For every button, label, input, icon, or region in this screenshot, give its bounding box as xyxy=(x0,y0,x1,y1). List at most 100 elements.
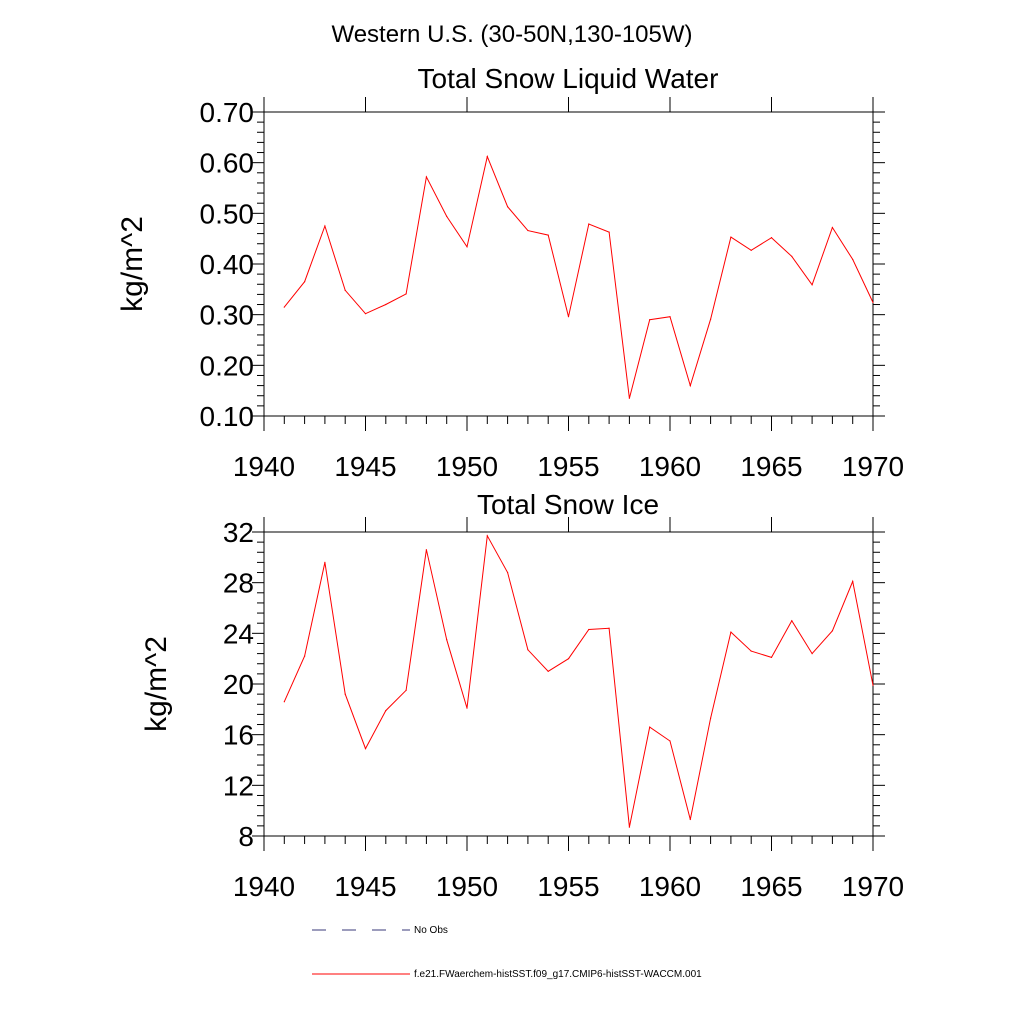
data-point xyxy=(405,293,407,295)
data-point xyxy=(425,176,427,178)
data-point xyxy=(831,630,834,632)
data-point xyxy=(831,226,834,229)
data-point xyxy=(466,246,468,248)
data-point xyxy=(547,670,549,672)
data-point xyxy=(425,549,427,551)
y-axis-label: kg/m^2 xyxy=(140,636,173,732)
data-point xyxy=(486,155,488,158)
x-tick-label: 1965 xyxy=(740,451,802,482)
panel-snow-ice: Total Snow Ice kg/m^2 1940 1945 1950 1955 19… xyxy=(140,489,904,902)
data-point xyxy=(588,223,590,225)
data-point xyxy=(567,658,570,660)
plot-frame xyxy=(263,531,874,837)
data-point xyxy=(710,717,712,719)
data-point xyxy=(527,229,529,232)
x-tick-label: 1950 xyxy=(436,451,498,482)
data-point xyxy=(872,301,874,304)
x-tick-label: 1950 xyxy=(436,871,498,902)
data-point xyxy=(507,206,509,208)
data-point xyxy=(770,237,773,239)
data-point xyxy=(852,580,854,583)
legend: No Obs f.e21.FWaerchem-histSST.f09_g17.C… xyxy=(312,925,702,980)
data-point xyxy=(466,707,468,709)
data-point xyxy=(770,656,773,659)
y-tick-label: 0.60 xyxy=(200,148,255,179)
legend-label-model: f.e21.FWaerchem-histSST.f09_g17.CMIP6-hi… xyxy=(414,969,702,980)
data-point xyxy=(730,631,732,633)
data-point xyxy=(567,316,570,318)
data-point xyxy=(588,628,590,631)
data-point xyxy=(486,535,488,537)
data-point xyxy=(710,318,712,320)
y-tick-label: 28 xyxy=(223,568,254,599)
data-point xyxy=(283,306,285,308)
series-line xyxy=(283,534,874,828)
data-point xyxy=(304,655,306,657)
chart-title: Total Snow Liquid Water xyxy=(418,63,719,94)
data-point xyxy=(507,571,509,574)
data-point xyxy=(527,649,529,651)
data-point xyxy=(689,818,691,821)
data-point xyxy=(791,620,793,622)
x-tick-label: 1940 xyxy=(233,451,295,482)
data-point xyxy=(324,561,326,564)
x-tick-label: 1965 xyxy=(740,871,802,902)
x-tick-label: 1970 xyxy=(842,871,904,902)
x-tick-label: 1960 xyxy=(639,871,701,902)
x-tick-label: 1955 xyxy=(537,871,599,902)
y-tick-label: 0.40 xyxy=(200,249,255,280)
data-point xyxy=(730,236,732,238)
y-tick-label: 32 xyxy=(223,517,254,548)
data-point xyxy=(649,319,651,321)
x-tick-label: 1970 xyxy=(842,451,904,482)
data-point xyxy=(750,650,752,652)
x-tick-label: 1945 xyxy=(334,451,396,482)
y-tick-label: 20 xyxy=(223,669,254,700)
data-point xyxy=(344,693,346,695)
series-line xyxy=(283,154,874,399)
data-point xyxy=(385,710,387,712)
data-point xyxy=(669,740,671,742)
y-tick-label: 0.10 xyxy=(200,401,255,432)
y-tick-label: 0.50 xyxy=(200,198,255,229)
data-point xyxy=(608,627,610,629)
data-point xyxy=(304,281,306,283)
y-tick-label: 8 xyxy=(238,821,254,852)
data-point xyxy=(852,258,854,261)
y-tick-label: 0.70 xyxy=(200,97,255,128)
x-tick-label: 1945 xyxy=(334,871,396,902)
data-point xyxy=(791,255,793,257)
data-point xyxy=(405,689,407,691)
x-tick-label: 1940 xyxy=(233,871,295,902)
data-point xyxy=(364,748,367,750)
panel-snow-liquid-water: Total Snow Liquid Water kg/m^2 1940 1945 1… xyxy=(116,63,904,482)
data-point xyxy=(547,234,549,236)
data-point xyxy=(608,231,610,233)
y-axis-label: kg/m^2 xyxy=(116,216,149,312)
data-point xyxy=(385,303,387,306)
data-point xyxy=(283,701,285,703)
data-point xyxy=(324,225,326,227)
y-tick-label: 0.20 xyxy=(200,350,255,381)
data-point xyxy=(628,397,631,399)
data-point xyxy=(628,826,631,828)
chart-title: Total Snow Ice xyxy=(477,489,659,520)
y-tick-label: 0.30 xyxy=(200,300,255,331)
data-point xyxy=(872,684,874,686)
figure-suptitle: Western U.S. (30-50N,130-105W) xyxy=(331,21,692,48)
data-point xyxy=(446,639,448,641)
data-point xyxy=(811,284,813,286)
data-point xyxy=(750,249,752,251)
y-tick-label: 24 xyxy=(223,618,254,649)
data-point xyxy=(669,316,671,318)
data-point xyxy=(344,289,346,291)
plot-frame xyxy=(263,111,874,417)
data-point xyxy=(811,653,813,655)
y-tick-label: 12 xyxy=(223,770,254,801)
legend-label-no-obs: No Obs xyxy=(414,925,448,936)
data-point xyxy=(649,726,651,728)
data-point xyxy=(364,313,367,315)
x-tick-label: 1955 xyxy=(537,451,599,482)
x-tick-label: 1960 xyxy=(639,451,701,482)
